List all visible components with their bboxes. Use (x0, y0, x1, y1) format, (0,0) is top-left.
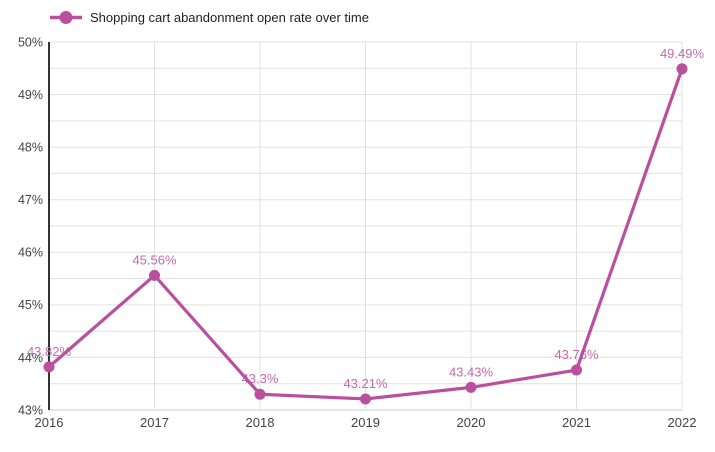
legend-label: Shopping cart abandonment open rate over… (90, 9, 369, 25)
x-axis-tick-label: 2022 (668, 415, 697, 430)
x-axis-tick-label: 2019 (351, 415, 380, 430)
data-point-marker[interactable] (465, 381, 477, 393)
y-axis-tick-label: 50% (18, 35, 43, 49)
y-axis-tick-label: 44% (18, 351, 43, 365)
data-point-marker[interactable] (676, 63, 688, 75)
chart-legend: Shopping cart abandonment open rate over… (49, 8, 369, 26)
x-axis-tick-label: 2017 (140, 415, 169, 430)
data-point-label: 43.21% (343, 376, 388, 391)
data-point-marker[interactable] (254, 388, 266, 400)
y-axis-tick-label: 45% (18, 298, 43, 312)
y-axis-tick-label: 49% (18, 88, 43, 102)
y-axis-tick-label: 48% (18, 141, 43, 155)
x-axis-tick-label: 2018 (246, 415, 275, 430)
y-axis-tick-label: 47% (18, 193, 43, 207)
data-point-marker[interactable] (149, 269, 160, 281)
data-point-label: 43.76% (554, 347, 599, 362)
data-point-marker[interactable] (360, 393, 371, 405)
x-axis-tick-label: 2020 (457, 415, 486, 430)
legend-line-marker-icon (50, 10, 82, 24)
data-point-label: 45.56% (132, 252, 177, 267)
y-axis-tick-label: 46% (18, 246, 43, 260)
data-point-marker[interactable] (43, 361, 55, 373)
data-point-label: 49.49% (660, 46, 705, 61)
y-axis-tick-label: 43% (18, 403, 43, 417)
data-point-marker[interactable] (571, 364, 582, 376)
x-axis-tick-label: 2016 (35, 415, 64, 430)
x-axis-tick-label: 2021 (562, 415, 591, 430)
data-point-label: 43.43% (449, 364, 494, 379)
